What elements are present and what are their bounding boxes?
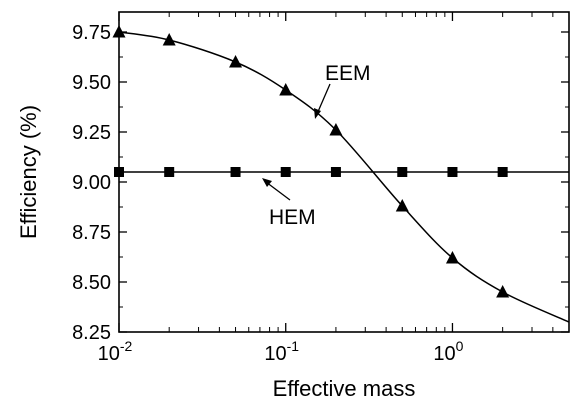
y-axis-title: Efficiency (%) [16, 105, 41, 239]
eem-marker [445, 251, 459, 264]
eem-marker [279, 83, 293, 96]
eem-label: EEM [325, 62, 371, 85]
y-tick-label: 9.50 [72, 72, 111, 94]
hem-label: HEM [269, 206, 316, 229]
eem-marker [162, 33, 176, 46]
eem-marker [395, 199, 409, 212]
x-tick-label: 100 [433, 338, 463, 365]
x-axis-title: Effective mass [273, 376, 416, 401]
eem-annotation-arrow [316, 83, 331, 115]
eem-marker [112, 25, 126, 38]
y-tick-label: 8.50 [72, 272, 111, 294]
x-tick-labels: 10-2 10-1 100 [98, 338, 464, 365]
hem-annotation-arrow [265, 181, 291, 201]
series-markers [112, 25, 510, 298]
hem-marker [397, 167, 408, 177]
y-tick-label: 8.75 [72, 222, 111, 244]
x-tick-label: 10-2 [98, 338, 133, 365]
y-tick-label: 9.00 [72, 172, 111, 194]
hem-marker [280, 167, 291, 177]
y-tick-labels: 8.25 8.50 8.75 9.00 9.25 9.50 9.75 [72, 22, 111, 344]
hem-marker [447, 167, 458, 177]
hem-marker [164, 167, 175, 177]
hem-marker [330, 167, 341, 177]
y-tick-label: 9.75 [72, 22, 111, 44]
eem-arrowhead [314, 108, 321, 119]
hem-marker [230, 167, 241, 177]
eem-marker [496, 285, 510, 298]
y-tick-label: 9.25 [72, 122, 111, 144]
eem-marker [329, 123, 343, 136]
x-tick-label: 10-1 [264, 338, 299, 365]
y-tick-label: 8.25 [72, 322, 111, 344]
eem-marker [229, 55, 243, 68]
hem-arrowhead [262, 178, 272, 187]
hem-marker [497, 167, 508, 177]
hem-marker [114, 167, 124, 177]
